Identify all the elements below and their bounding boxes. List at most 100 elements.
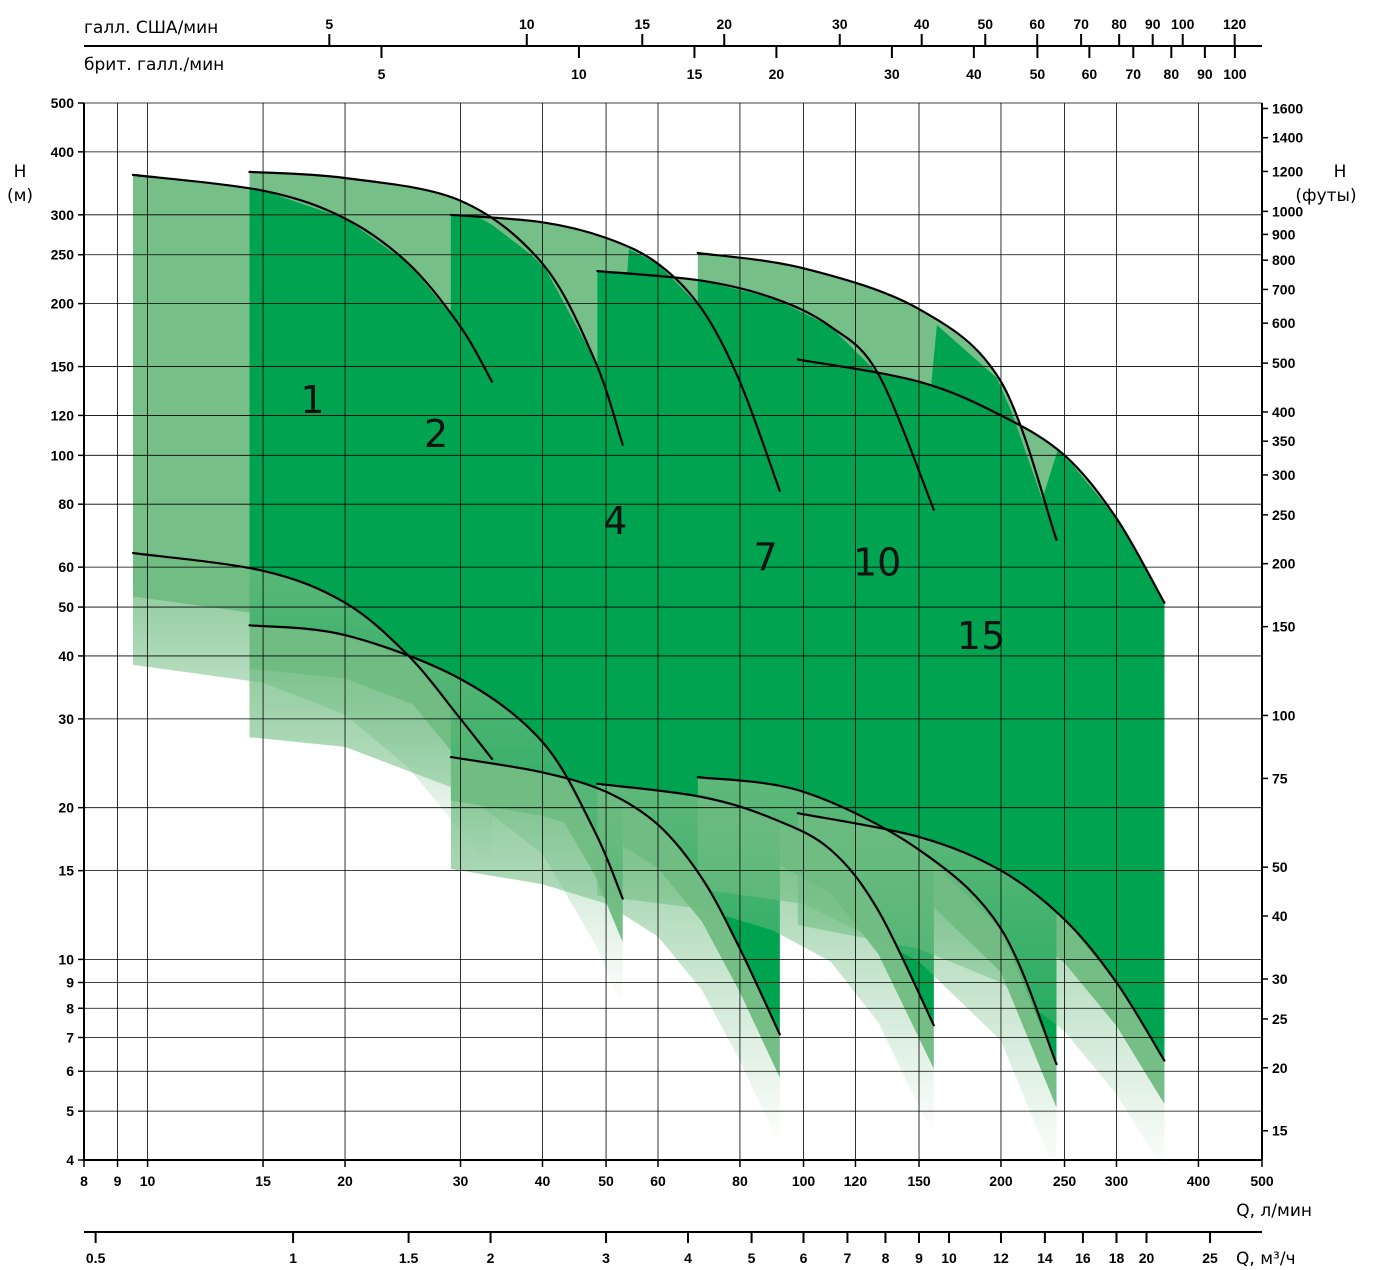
right-tick-label-1000: 1000 bbox=[1272, 203, 1303, 219]
bottom-tick-label-120: 120 bbox=[844, 1173, 868, 1189]
right-axis-title-line1: H bbox=[1334, 162, 1347, 182]
left-tick-label-400: 400 bbox=[51, 144, 75, 160]
left-tick-label-5: 5 bbox=[66, 1103, 74, 1119]
left-axis-title-line2: (м) bbox=[7, 186, 33, 206]
right-tick-label-75: 75 bbox=[1272, 770, 1288, 786]
m3h-tick-label-1.5: 1.5 bbox=[399, 1250, 419, 1266]
curve-lower-1 bbox=[131, 551, 494, 760]
uk-tick-label-20: 20 bbox=[769, 66, 785, 82]
m3h-tick-label-4: 4 bbox=[684, 1250, 692, 1266]
right-tick-label-600: 600 bbox=[1272, 315, 1296, 331]
left-tick-label-50: 50 bbox=[58, 599, 74, 615]
left-tick-label-6: 6 bbox=[66, 1063, 74, 1079]
series-label-10: 10 bbox=[853, 541, 901, 585]
band-fade-4 bbox=[450, 757, 780, 1147]
right-tick-label-15: 15 bbox=[1272, 1123, 1288, 1139]
band-fade-10 bbox=[697, 777, 1057, 1176]
bottom-tick-label-9: 9 bbox=[114, 1173, 122, 1189]
left-tick-label-40: 40 bbox=[58, 648, 74, 664]
band-fade-1 bbox=[133, 553, 492, 871]
uk-tick-label-40: 40 bbox=[966, 66, 982, 82]
series-label-1: 1 bbox=[300, 378, 324, 422]
left-tick-label-250: 250 bbox=[51, 247, 75, 263]
left-tick-label-500: 500 bbox=[51, 95, 75, 111]
m3h-tick-label-14: 14 bbox=[1037, 1250, 1053, 1266]
curve-upper-10 bbox=[696, 251, 1058, 541]
labels: 4567891015203040506080100120150200250300… bbox=[51, 16, 1304, 1266]
bottom-tick-label-60: 60 bbox=[650, 1173, 666, 1189]
bottom-tick-label-40: 40 bbox=[535, 1173, 551, 1189]
curve-upper-4 bbox=[449, 213, 781, 492]
curve-upper-7 bbox=[596, 270, 935, 511]
m3h-tick-label-10: 10 bbox=[941, 1250, 957, 1266]
us-tick-label-10: 10 bbox=[519, 16, 535, 32]
bottom-tick-label-100: 100 bbox=[792, 1173, 816, 1189]
m3h-tick-label-1: 1 bbox=[289, 1250, 297, 1266]
m3h-tick-label-2: 2 bbox=[487, 1250, 495, 1266]
series-label-4: 4 bbox=[603, 499, 627, 543]
bottom-tick-label-20: 20 bbox=[337, 1173, 353, 1189]
left-tick-label-9: 9 bbox=[66, 974, 74, 990]
left-tick-label-60: 60 bbox=[58, 559, 74, 575]
left-tick-label-15: 15 bbox=[58, 863, 74, 879]
left-tick-label-200: 200 bbox=[51, 296, 75, 312]
bottom-axis-m3h-label: Q, м³/ч bbox=[1236, 1249, 1296, 1269]
m3h-tick-label-3: 3 bbox=[602, 1250, 610, 1266]
left-tick-label-4: 4 bbox=[66, 1152, 74, 1168]
right-tick-label-350: 350 bbox=[1272, 433, 1296, 449]
bottom-tick-label-8: 8 bbox=[80, 1173, 88, 1189]
curve-lower-10 bbox=[696, 776, 1058, 1066]
us-tick-label-15: 15 bbox=[634, 16, 650, 32]
us-tick-label-30: 30 bbox=[832, 16, 848, 32]
right-tick-label-200: 200 bbox=[1272, 556, 1296, 572]
left-tick-label-100: 100 bbox=[51, 447, 75, 463]
performance-bands bbox=[133, 171, 1165, 1176]
uk-tick-label-5: 5 bbox=[378, 66, 386, 82]
uk-tick-label-70: 70 bbox=[1125, 66, 1141, 82]
bottom-tick-label-50: 50 bbox=[598, 1173, 614, 1189]
x-axis-title: Q, л/мин bbox=[1236, 1201, 1312, 1221]
uk-tick-label-10: 10 bbox=[571, 66, 587, 82]
bottom-tick-label-150: 150 bbox=[907, 1173, 931, 1189]
us-tick-label-20: 20 bbox=[716, 16, 732, 32]
right-tick-label-40: 40 bbox=[1272, 908, 1288, 924]
us-tick-label-40: 40 bbox=[914, 16, 930, 32]
series-label-7: 7 bbox=[754, 535, 778, 579]
right-tick-label-1600: 1600 bbox=[1272, 100, 1303, 116]
us-tick-label-50: 50 bbox=[977, 16, 993, 32]
right-tick-label-50: 50 bbox=[1272, 859, 1288, 875]
left-tick-label-150: 150 bbox=[51, 359, 75, 375]
bottom-tick-label-200: 200 bbox=[989, 1173, 1013, 1189]
right-tick-label-800: 800 bbox=[1272, 252, 1296, 268]
right-tick-label-700: 700 bbox=[1272, 281, 1296, 297]
m3h-tick-label-9: 9 bbox=[915, 1250, 923, 1266]
performance-curves bbox=[131, 170, 1166, 1066]
left-tick-label-120: 120 bbox=[51, 407, 75, 423]
uk-tick-label-15: 15 bbox=[687, 66, 703, 82]
right-tick-label-500: 500 bbox=[1272, 355, 1296, 371]
left-axis-title-line1: H bbox=[14, 162, 27, 182]
us-tick-label-90: 90 bbox=[1145, 16, 1161, 32]
m3h-tick-label-12: 12 bbox=[993, 1250, 1009, 1266]
uk-tick-label-100: 100 bbox=[1223, 66, 1247, 82]
m3h-tick-label-5: 5 bbox=[748, 1250, 756, 1266]
right-tick-label-30: 30 bbox=[1272, 971, 1288, 987]
m3h-tick-label-0.5: 0.5 bbox=[86, 1250, 106, 1266]
us-tick-label-80: 80 bbox=[1111, 16, 1127, 32]
bottom-tick-label-400: 400 bbox=[1187, 1173, 1211, 1189]
left-tick-label-10: 10 bbox=[58, 951, 74, 967]
m3h-tick-label-20: 20 bbox=[1139, 1250, 1155, 1266]
m3h-tick-label-8: 8 bbox=[882, 1250, 890, 1266]
m3h-tick-label-16: 16 bbox=[1075, 1250, 1091, 1266]
curve-lower-7 bbox=[596, 782, 935, 1027]
bottom-tick-label-250: 250 bbox=[1053, 1173, 1077, 1189]
left-tick-label-30: 30 bbox=[58, 711, 74, 727]
right-tick-label-150: 150 bbox=[1272, 619, 1296, 635]
bottom-tick-label-15: 15 bbox=[255, 1173, 271, 1189]
right-tick-label-300: 300 bbox=[1272, 467, 1296, 483]
bottom-tick-label-80: 80 bbox=[732, 1173, 748, 1189]
series-label-15: 15 bbox=[957, 614, 1005, 658]
curve-lower-2 bbox=[248, 624, 624, 900]
right-axis-title-line2: (футы) bbox=[1295, 186, 1356, 206]
